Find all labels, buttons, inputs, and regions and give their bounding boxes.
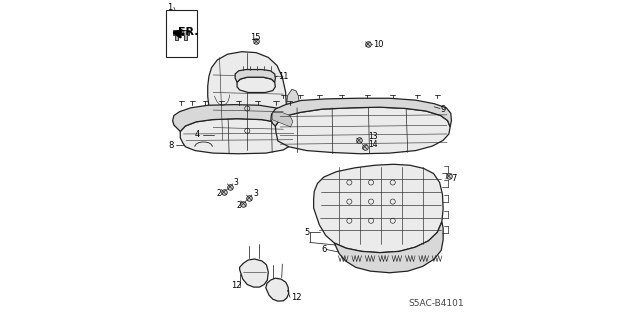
Text: 10: 10 (372, 40, 383, 48)
Polygon shape (180, 119, 296, 154)
Polygon shape (173, 30, 189, 40)
Text: 15: 15 (250, 33, 260, 42)
Text: 8: 8 (168, 141, 174, 150)
Polygon shape (287, 89, 300, 122)
Text: 12: 12 (291, 293, 301, 302)
Polygon shape (314, 164, 443, 253)
Polygon shape (271, 98, 451, 127)
Text: 7: 7 (451, 174, 457, 182)
Text: 11: 11 (278, 72, 289, 81)
Text: S5AC-B4101: S5AC-B4101 (409, 299, 464, 308)
Polygon shape (237, 77, 275, 93)
Polygon shape (266, 278, 289, 301)
Text: 3: 3 (234, 178, 239, 187)
Polygon shape (235, 70, 275, 82)
Text: 5: 5 (305, 228, 310, 237)
Polygon shape (239, 259, 268, 287)
Text: 1: 1 (168, 3, 173, 12)
Polygon shape (208, 52, 287, 152)
Text: 2: 2 (236, 201, 241, 210)
Text: 13: 13 (368, 132, 378, 141)
Polygon shape (272, 112, 293, 127)
Text: 4: 4 (195, 130, 200, 139)
Text: 9: 9 (440, 105, 446, 114)
Text: 14: 14 (369, 140, 378, 149)
Polygon shape (173, 105, 296, 131)
FancyBboxPatch shape (166, 10, 196, 57)
Polygon shape (295, 117, 306, 142)
Polygon shape (334, 222, 443, 273)
Text: FR.: FR. (178, 27, 198, 37)
Text: 3: 3 (253, 189, 258, 198)
Text: 2: 2 (216, 189, 221, 198)
Text: 6: 6 (321, 245, 327, 254)
Text: 12: 12 (231, 281, 242, 290)
Polygon shape (275, 107, 450, 154)
